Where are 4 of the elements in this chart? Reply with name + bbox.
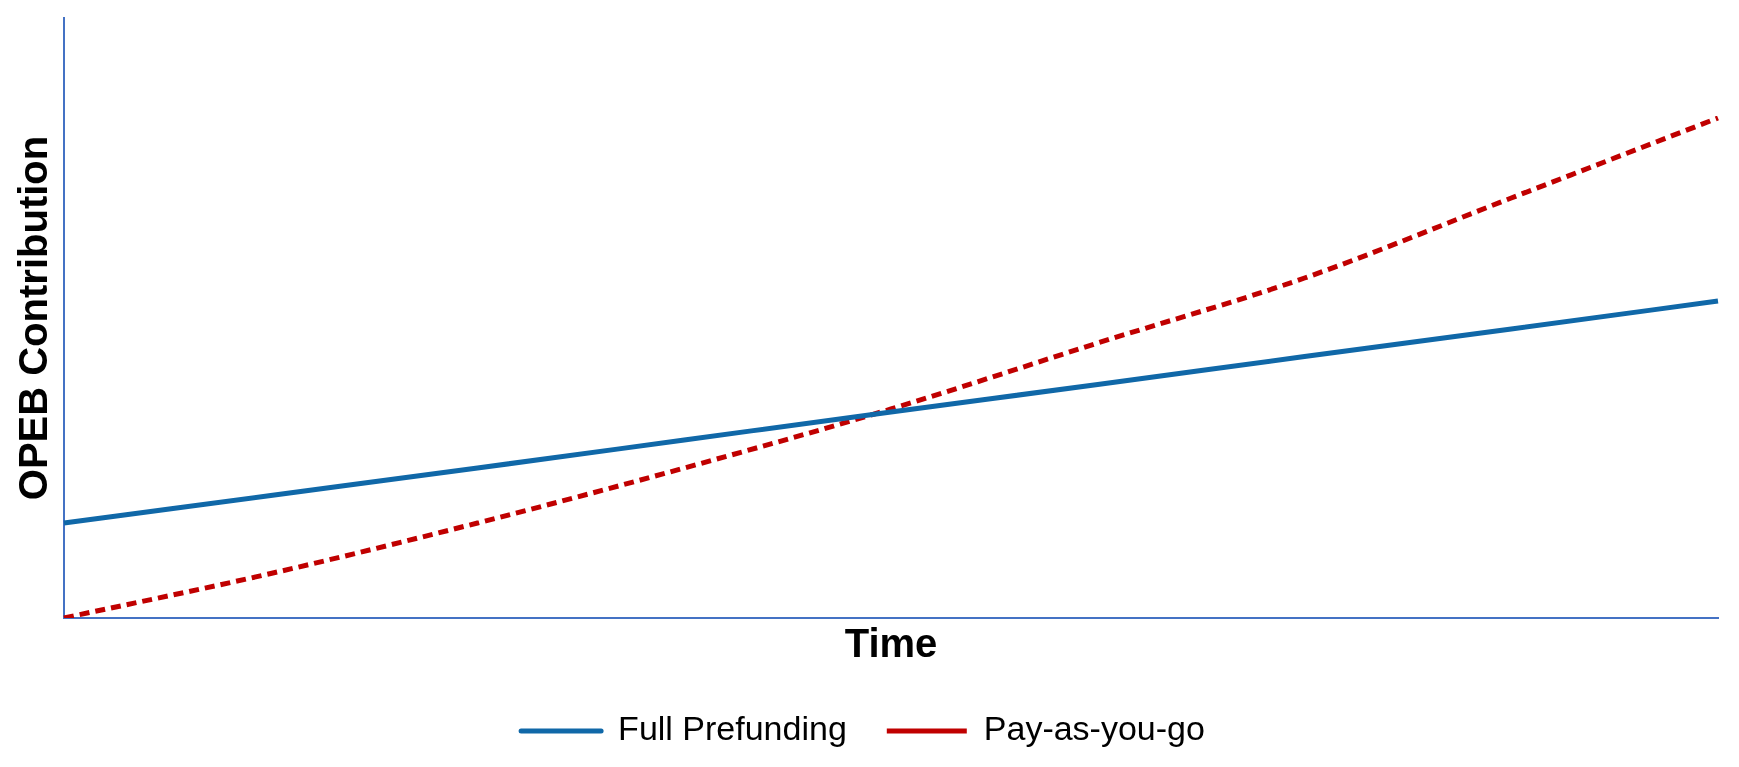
- legend-label: Pay-as-you-go: [983, 709, 1205, 748]
- legend-label: Full Prefunding: [618, 709, 847, 748]
- y-axis-title: OPEB Contribution: [11, 135, 56, 501]
- x-axis-title: Time: [844, 621, 938, 666]
